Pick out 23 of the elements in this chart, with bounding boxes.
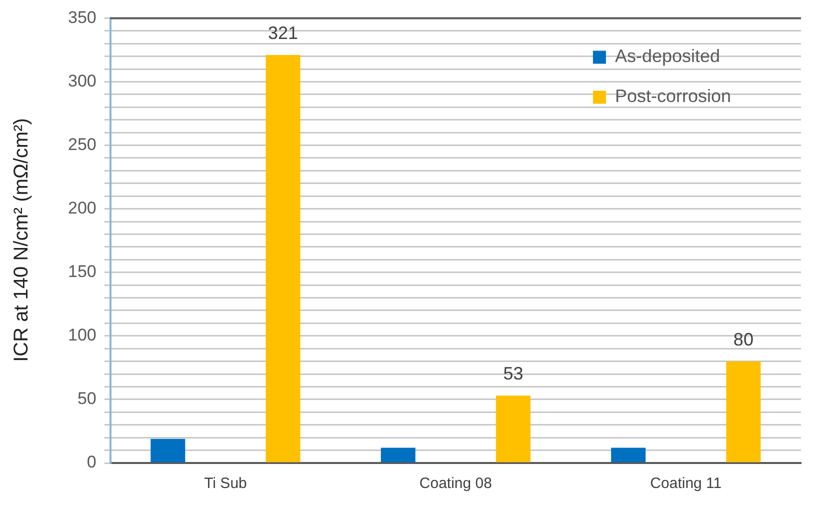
bar bbox=[266, 55, 300, 462]
data-label: 53 bbox=[503, 364, 524, 384]
bar bbox=[611, 448, 646, 462]
y-tick-label: 0 bbox=[86, 452, 96, 472]
y-tick-label: 150 bbox=[68, 262, 96, 282]
y-tick-label: 50 bbox=[77, 389, 96, 408]
x-tick-label: Coating 08 bbox=[419, 475, 492, 492]
bar bbox=[380, 448, 416, 462]
y-tick-label: 200 bbox=[68, 198, 96, 218]
bar bbox=[150, 438, 186, 462]
y-axis-title: ICR at 140 N/cm² (mΩ/cm²) bbox=[10, 118, 34, 362]
x-tick-label: Ti Sub bbox=[204, 475, 247, 492]
legend-label: Post-corrosion bbox=[614, 86, 732, 106]
x-tick-label: Coating 11 bbox=[650, 475, 722, 492]
data-label: 80 bbox=[733, 329, 754, 350]
legend-label: As-deposited bbox=[614, 46, 720, 66]
bar bbox=[496, 396, 530, 462]
data-label: 321 bbox=[268, 23, 298, 44]
y-tick-label: 300 bbox=[68, 71, 96, 90]
y-tick-label: 250 bbox=[68, 134, 96, 154]
bar bbox=[726, 361, 761, 462]
y-tick-label: 100 bbox=[68, 326, 96, 345]
y-tick-label: 350 bbox=[68, 8, 96, 27]
